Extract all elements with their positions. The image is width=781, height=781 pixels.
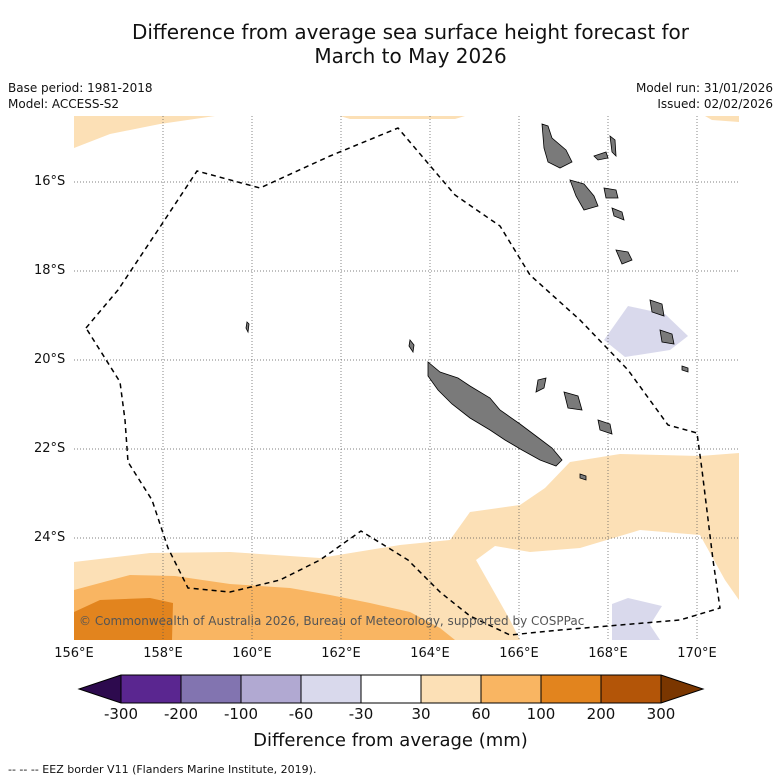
island-erromango: [649, 299, 665, 317]
lon-label: 166°E: [499, 646, 539, 661]
anomaly-neg30-neg60-east: [604, 306, 688, 357]
issued-date: Issued: 02/02/2026: [657, 97, 773, 111]
land: [245, 123, 689, 481]
island-maewo: [609, 135, 617, 158]
meta-right: Model run: 31/01/2026 Issued: 02/02/2026: [636, 80, 773, 112]
title-line-1: Difference from average sea surface heig…: [131, 20, 690, 44]
lon-label: 162°E: [321, 646, 361, 661]
lat-label: 24°S: [34, 530, 66, 545]
colorbar-segment: [541, 675, 601, 703]
lat-label: 18°S: [34, 263, 66, 278]
island-chesterfield: [245, 321, 250, 334]
title-line-2: March to May 2026: [314, 44, 507, 68]
lon-label: 170°E: [677, 646, 717, 661]
colorbar-segment: [601, 675, 661, 703]
colorbar-tick: 30: [411, 705, 431, 723]
island-mare: [597, 419, 613, 435]
base-period: Base period: 1981-2018: [8, 81, 153, 95]
colorbar-tick: -100: [223, 705, 259, 723]
island-malakula: [569, 179, 599, 211]
lon-label: 156°E: [54, 646, 94, 661]
anomaly-30-60-topright: [705, 116, 739, 122]
lon-label: 168°E: [588, 646, 628, 661]
colorbar-tick: -200: [163, 705, 199, 723]
colorbar-tick: -30: [348, 705, 374, 723]
meta-left: Base period: 1981-2018 Model: ACCESS-S2: [8, 80, 153, 112]
island-tanna: [659, 329, 675, 345]
colorbar-tick: -60: [288, 705, 314, 723]
colorbar-segment: [301, 675, 361, 703]
colorbar-tick: 60: [471, 705, 491, 723]
colorbar-tick: 300: [646, 705, 676, 723]
island-lifou: [563, 391, 583, 411]
colorbar-dividers: [120, 675, 662, 703]
model-run: Model run: 31/01/2026: [635, 81, 773, 95]
colorbar-segment: [121, 675, 181, 703]
island-espiritu-santo: [541, 123, 573, 169]
lon-label: 158°E: [143, 646, 183, 661]
lat-label: 20°S: [34, 352, 66, 367]
colorbar-tick: 100: [526, 705, 556, 723]
colorbar-segment: [481, 675, 541, 703]
lat-label: 22°S: [34, 441, 66, 456]
eez-legend-footer: -- -- -- EEZ border V11 (Flanders Marine…: [8, 763, 317, 776]
colorbar-segment: [361, 675, 421, 703]
anomaly-neg30-neg60-south: [612, 598, 662, 640]
island-epi: [611, 207, 625, 221]
colorbar-segment: [421, 675, 481, 703]
anomaly-30-60-topleft: [74, 116, 215, 148]
new-caledonia-grande-terre: [427, 361, 563, 467]
lon-label: 164°E: [410, 646, 450, 661]
model-name: Model: ACCESS-S2: [8, 97, 120, 111]
colorbar: [77, 674, 705, 704]
colorbar-extend-max: [661, 675, 703, 703]
map-title: Difference from average sea surface heig…: [0, 20, 781, 68]
island-ouvea: [535, 377, 547, 393]
colorbar-tick: -300: [103, 705, 139, 723]
colorbar-segment: [241, 675, 301, 703]
island-efate: [615, 249, 633, 265]
colorbar-extend-min: [79, 675, 121, 703]
anomaly-30-60-top: [340, 116, 465, 119]
island-aneityum: [681, 365, 689, 373]
copyright-credit: © Commonwealth of Australia 2026, Bureau…: [79, 614, 585, 628]
colorbar-title: Difference from average (mm): [253, 730, 528, 751]
colorbar-segment: [181, 675, 241, 703]
island-belep: [408, 339, 415, 354]
map-area: [74, 116, 739, 640]
colorbar-tick: 200: [586, 705, 616, 723]
anomaly-100-200-south: [74, 598, 173, 640]
lat-label: 16°S: [34, 174, 66, 189]
island-ambae: [593, 151, 609, 161]
island-of-pines: [579, 473, 587, 481]
island-ambrym: [603, 187, 619, 199]
lon-label: 160°E: [232, 646, 272, 661]
